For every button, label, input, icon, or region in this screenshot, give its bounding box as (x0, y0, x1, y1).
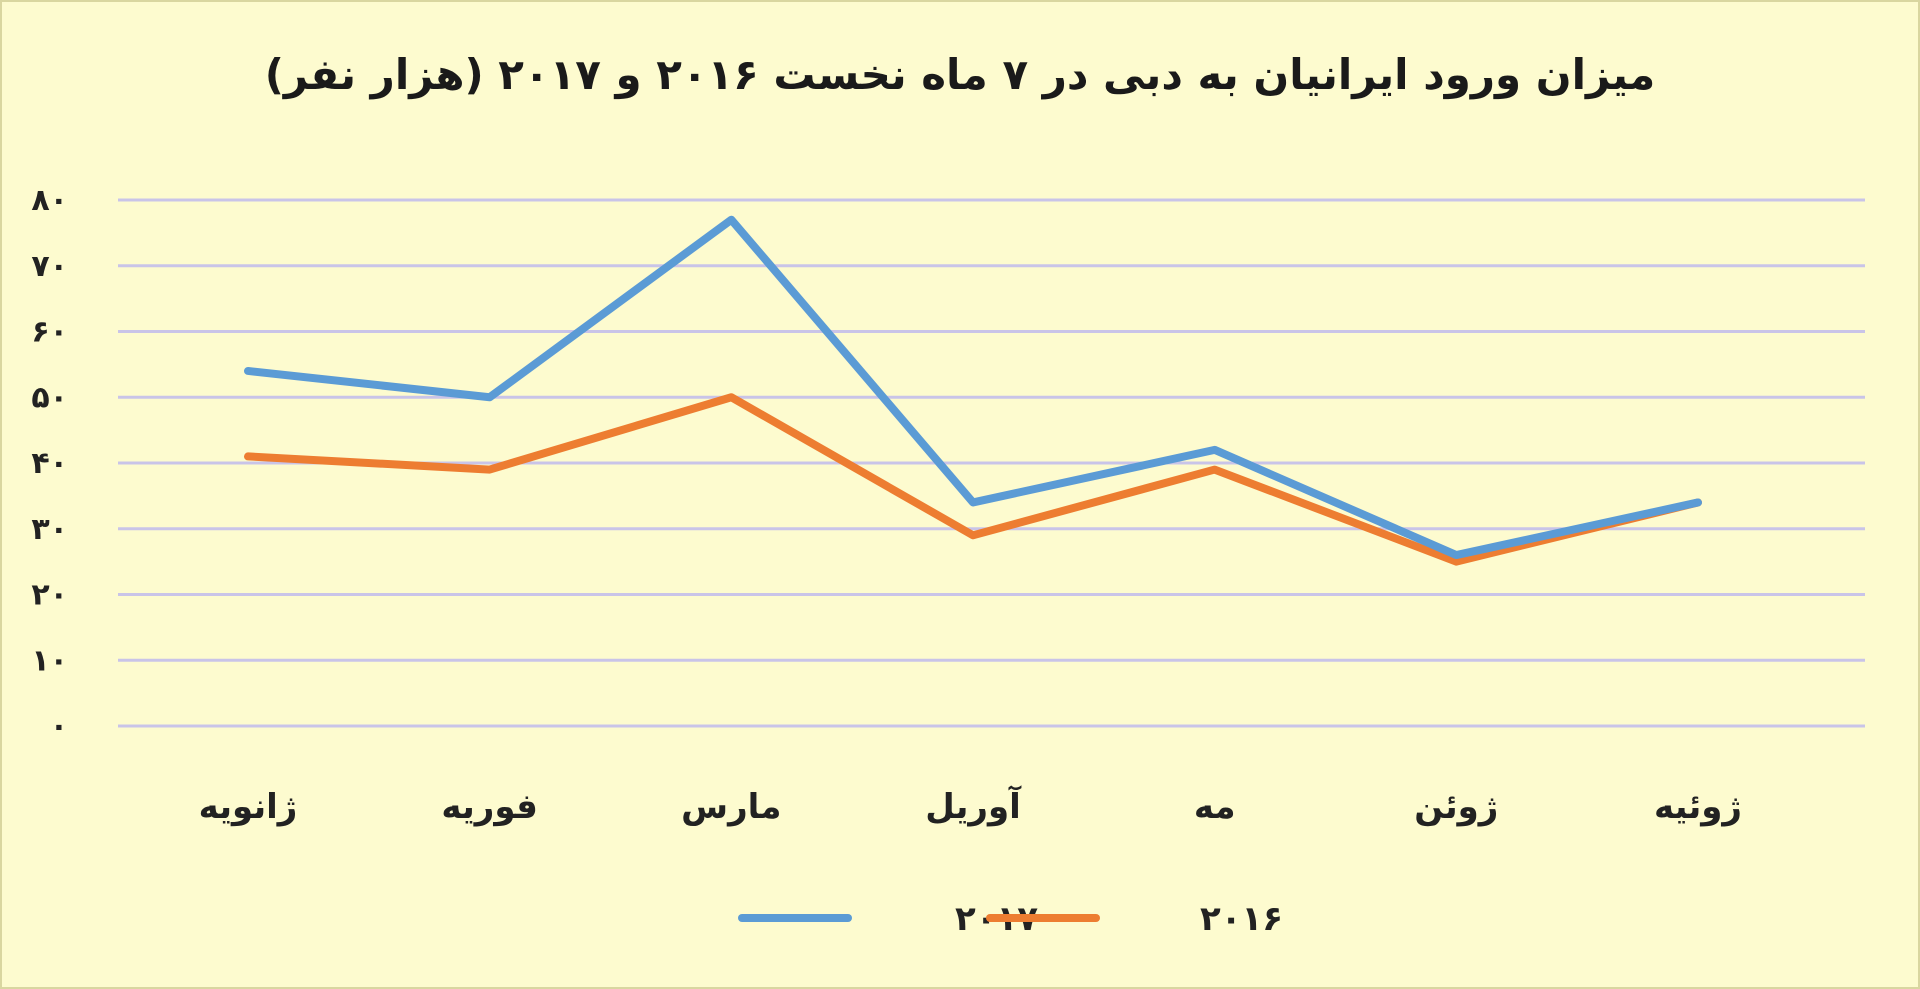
data-point (1211, 466, 1218, 473)
data-point (728, 394, 735, 401)
y-tick-label: ۴۰ (31, 446, 68, 481)
x-tick-label: مه (1194, 787, 1236, 827)
data-point (1453, 558, 1460, 565)
y-tick-label: ۷۰ (31, 249, 68, 284)
data-point (245, 453, 251, 460)
data-point (486, 466, 493, 473)
chart-title: میزان ورود ایرانیان به دبی در ۷ ماه نخست… (264, 50, 1656, 99)
x-tick-label: ژوئن (1414, 787, 1498, 827)
x-tick-label: مارس (681, 787, 781, 827)
x-tick-label: فوریه (441, 787, 538, 827)
data-point (1695, 499, 1701, 506)
data-point (728, 216, 735, 223)
y-tick-label: ۰ (50, 709, 68, 744)
y-tick-label: ۵۰ (31, 380, 68, 415)
y-tick-label: ۲۰ (31, 578, 68, 613)
data-point (970, 499, 976, 506)
legend-label: ۲۰۱۶ (1200, 899, 1283, 939)
data-point (486, 394, 493, 401)
y-tick-label: ۳۰ (31, 512, 68, 547)
x-tick-label: ژانویه (199, 787, 298, 827)
data-point (970, 532, 976, 539)
data-point (245, 367, 251, 374)
data-point (1211, 446, 1218, 453)
y-tick-label: ۸۰ (31, 183, 68, 218)
x-tick-label: آوریل (925, 785, 1022, 827)
x-tick-label: ژوئیه (1654, 787, 1742, 827)
y-tick-label: ۶۰ (31, 315, 68, 350)
data-point (1453, 552, 1460, 559)
y-tick-label: ۱۰ (31, 643, 68, 678)
